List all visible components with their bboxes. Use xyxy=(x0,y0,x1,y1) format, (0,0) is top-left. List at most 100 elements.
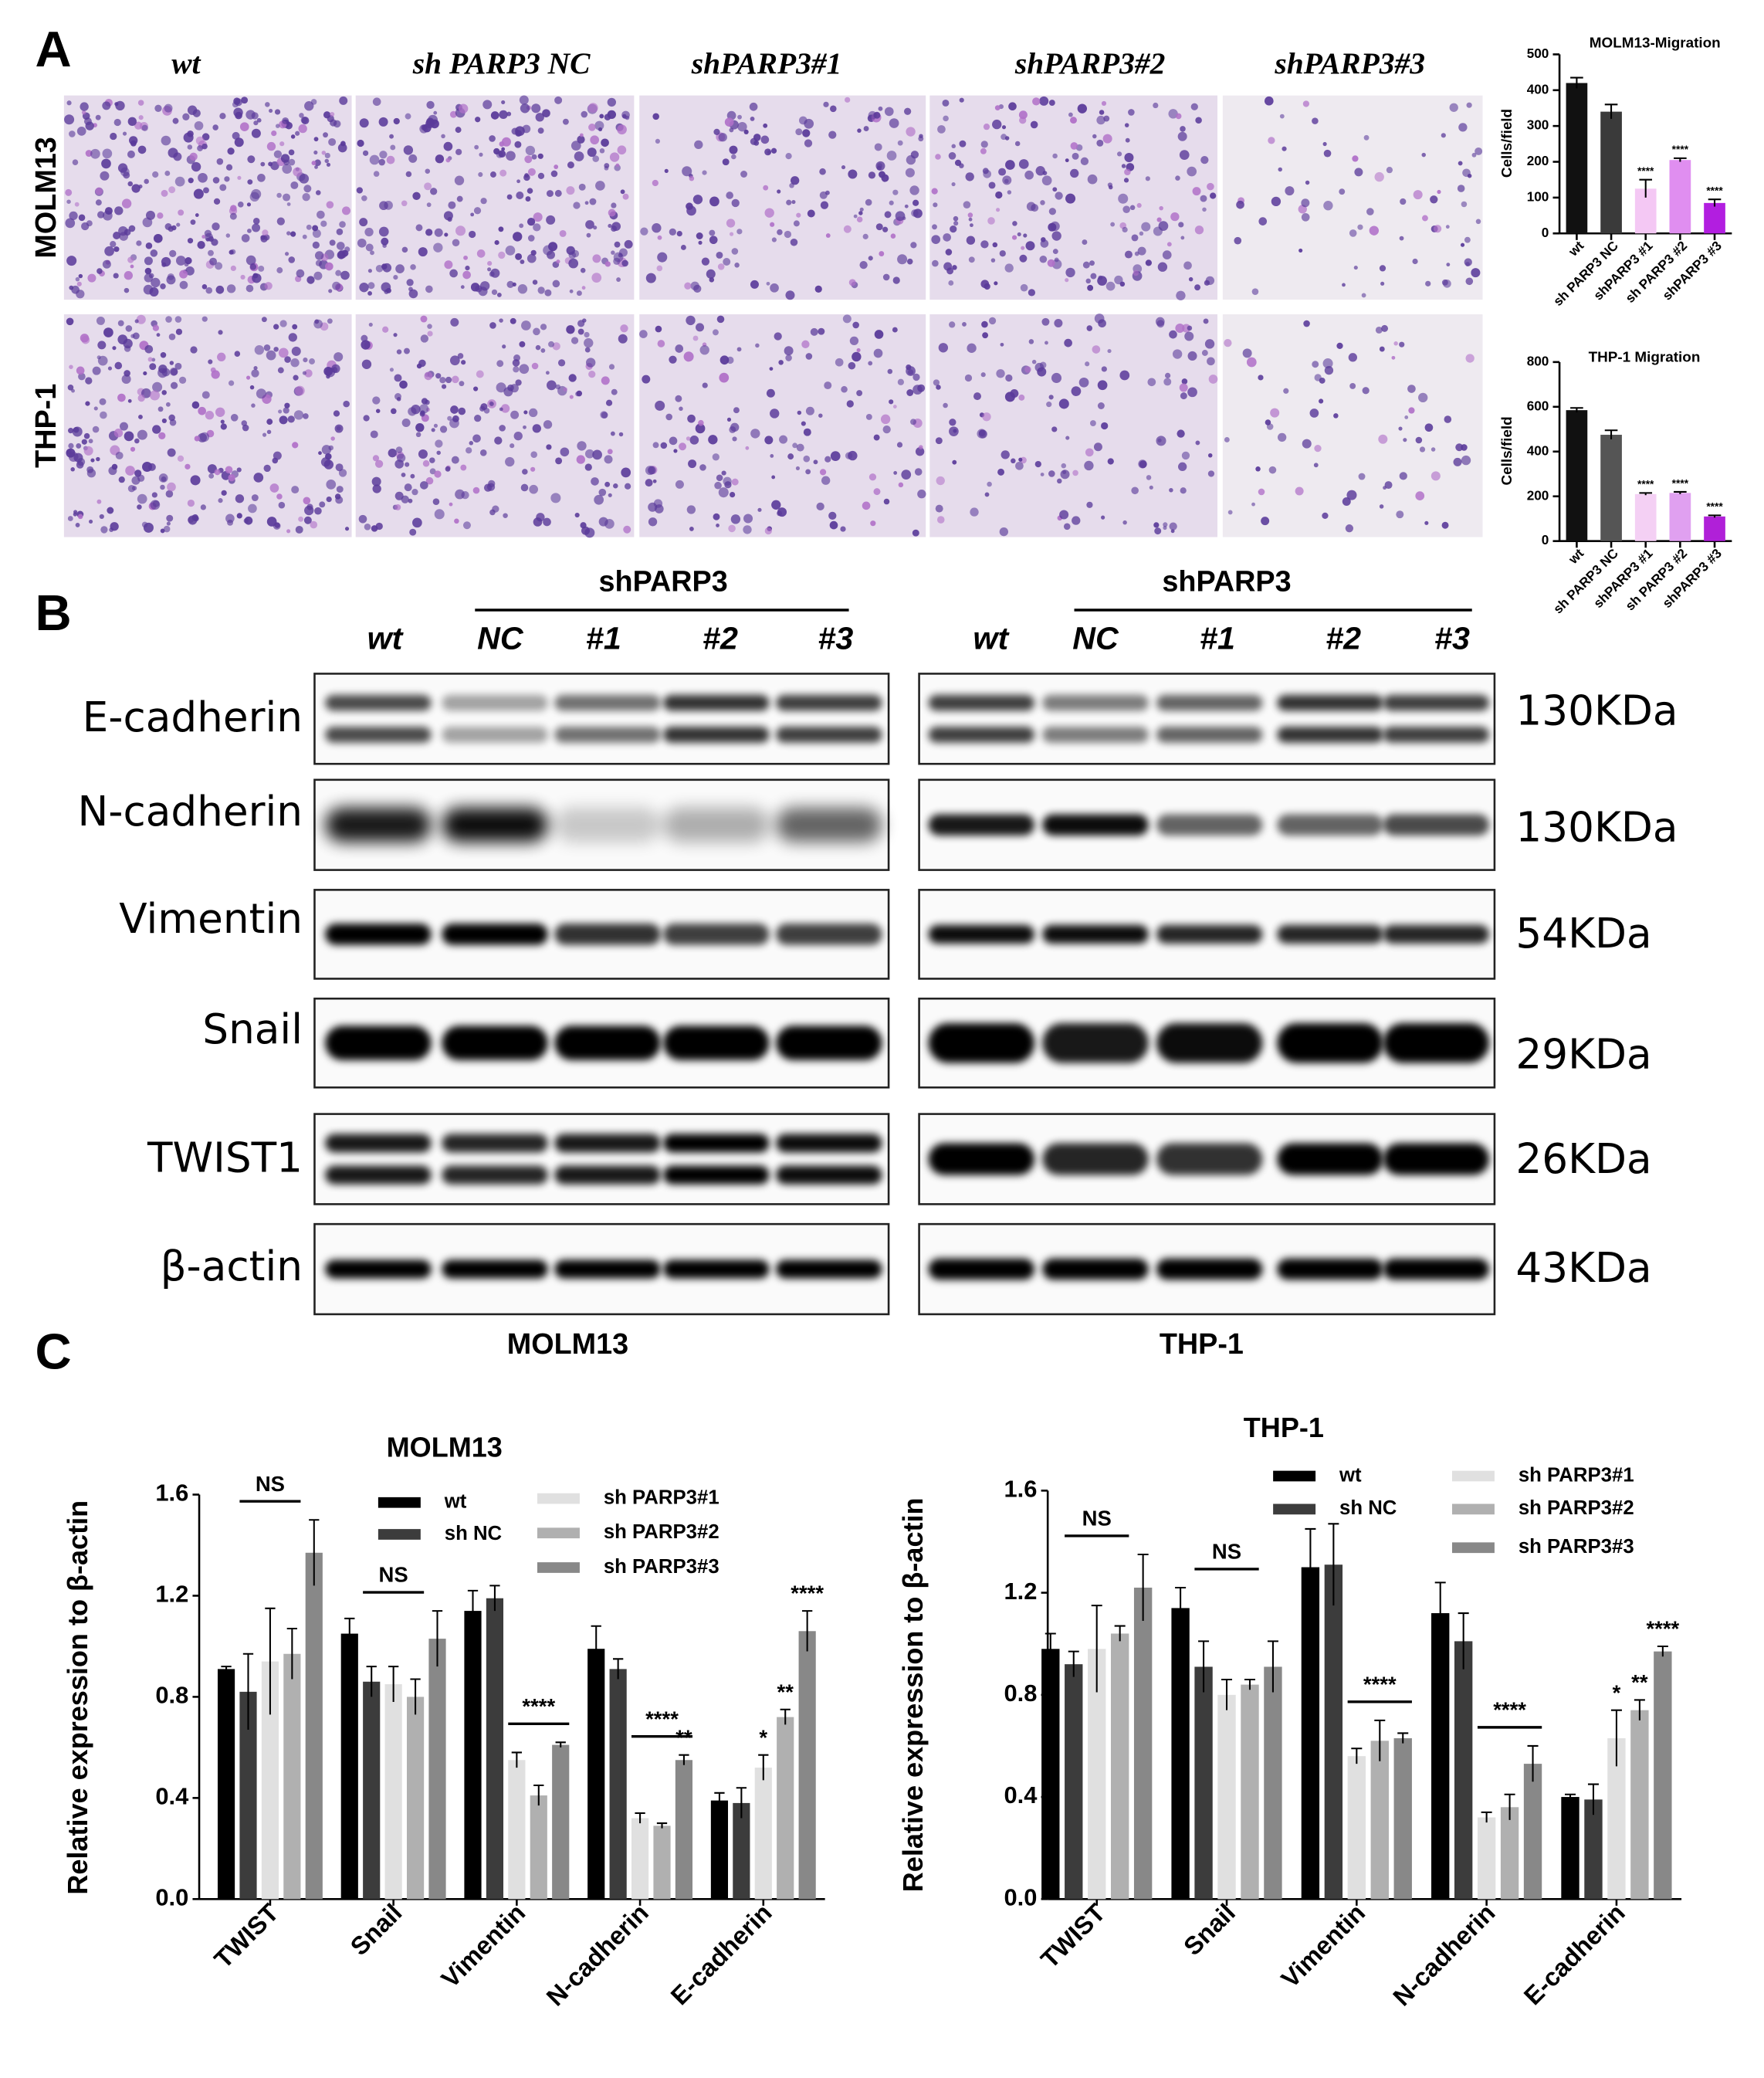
cell xyxy=(1312,361,1319,368)
cell xyxy=(406,279,414,286)
cell xyxy=(692,335,699,341)
cell xyxy=(123,171,130,179)
lane-label: #3 xyxy=(1434,620,1470,656)
cell xyxy=(520,259,525,264)
cell xyxy=(67,516,73,521)
cell xyxy=(514,141,522,148)
cell xyxy=(361,195,367,202)
bar xyxy=(1704,516,1725,541)
error-bar xyxy=(1639,492,1653,496)
cell xyxy=(410,473,415,479)
cell xyxy=(291,486,300,494)
annotation-label: **** xyxy=(522,1694,555,1718)
cell xyxy=(490,268,500,278)
cell xyxy=(931,235,941,245)
error-bar xyxy=(1604,103,1618,119)
cell xyxy=(401,419,411,427)
cell xyxy=(382,326,389,333)
cell xyxy=(500,404,510,413)
cell xyxy=(251,403,256,408)
cell xyxy=(723,476,732,486)
cell xyxy=(244,516,253,525)
cell xyxy=(1077,103,1088,114)
cell xyxy=(952,265,957,270)
cell xyxy=(706,269,716,279)
cell xyxy=(1164,372,1171,378)
group-label: shPARP3 xyxy=(1162,566,1291,598)
cell xyxy=(878,106,883,111)
cell xyxy=(1107,349,1112,354)
cell xyxy=(777,229,783,236)
cell xyxy=(1175,113,1182,120)
size-label: 130KDa xyxy=(1515,687,1678,735)
cell xyxy=(167,273,174,280)
cell xyxy=(1201,350,1208,356)
cell xyxy=(862,233,868,239)
cell xyxy=(533,223,541,232)
cell xyxy=(696,323,705,332)
significance-label: ** xyxy=(777,1680,794,1703)
cell xyxy=(160,283,166,290)
cell xyxy=(533,212,543,222)
cell xyxy=(588,124,596,131)
cell xyxy=(870,520,876,527)
cell xyxy=(919,445,923,449)
cell xyxy=(917,384,926,392)
cell xyxy=(1139,460,1147,469)
cell xyxy=(144,344,154,354)
cell xyxy=(454,518,459,524)
cell xyxy=(335,496,344,504)
cell xyxy=(1268,137,1275,144)
cell xyxy=(1001,125,1007,130)
cell xyxy=(230,413,239,422)
cell xyxy=(76,281,82,286)
cell xyxy=(830,105,837,113)
error-bar xyxy=(1674,490,1687,494)
cell xyxy=(191,161,201,172)
cell xyxy=(639,330,648,338)
lane-label: #3 xyxy=(818,620,853,656)
cell xyxy=(335,463,344,472)
cell xyxy=(660,442,668,449)
blot-band xyxy=(1042,814,1149,836)
blot-band xyxy=(1042,1258,1149,1280)
cell xyxy=(1068,112,1073,117)
cell xyxy=(1045,341,1048,345)
cell xyxy=(445,466,451,472)
cell xyxy=(992,119,1002,130)
cell xyxy=(841,164,846,170)
cell xyxy=(228,380,235,386)
cell xyxy=(219,184,227,192)
cell xyxy=(608,223,612,229)
cell xyxy=(119,232,128,241)
cell xyxy=(805,469,811,475)
cell xyxy=(144,178,149,185)
cell xyxy=(512,282,516,286)
cell xyxy=(145,242,153,249)
cell xyxy=(258,265,265,272)
cell xyxy=(777,510,783,517)
cell xyxy=(755,343,760,348)
cell xyxy=(506,280,514,289)
cell xyxy=(375,264,384,273)
cell xyxy=(416,363,422,369)
bar xyxy=(1654,1651,1672,1900)
cell xyxy=(1251,502,1255,507)
cell xyxy=(83,446,93,456)
cell xyxy=(675,480,684,489)
cell xyxy=(1399,236,1404,241)
cell xyxy=(1449,103,1458,112)
cell xyxy=(160,528,165,534)
cell xyxy=(510,317,516,324)
bar xyxy=(754,1768,772,1900)
cell xyxy=(487,267,492,272)
cell xyxy=(959,97,964,103)
cell xyxy=(69,131,76,137)
blot-frame xyxy=(313,673,890,765)
cell xyxy=(157,212,164,219)
cell xyxy=(767,150,771,154)
cell xyxy=(600,411,608,419)
cell xyxy=(265,102,270,107)
cell xyxy=(313,271,323,280)
bar xyxy=(1171,1608,1190,1900)
